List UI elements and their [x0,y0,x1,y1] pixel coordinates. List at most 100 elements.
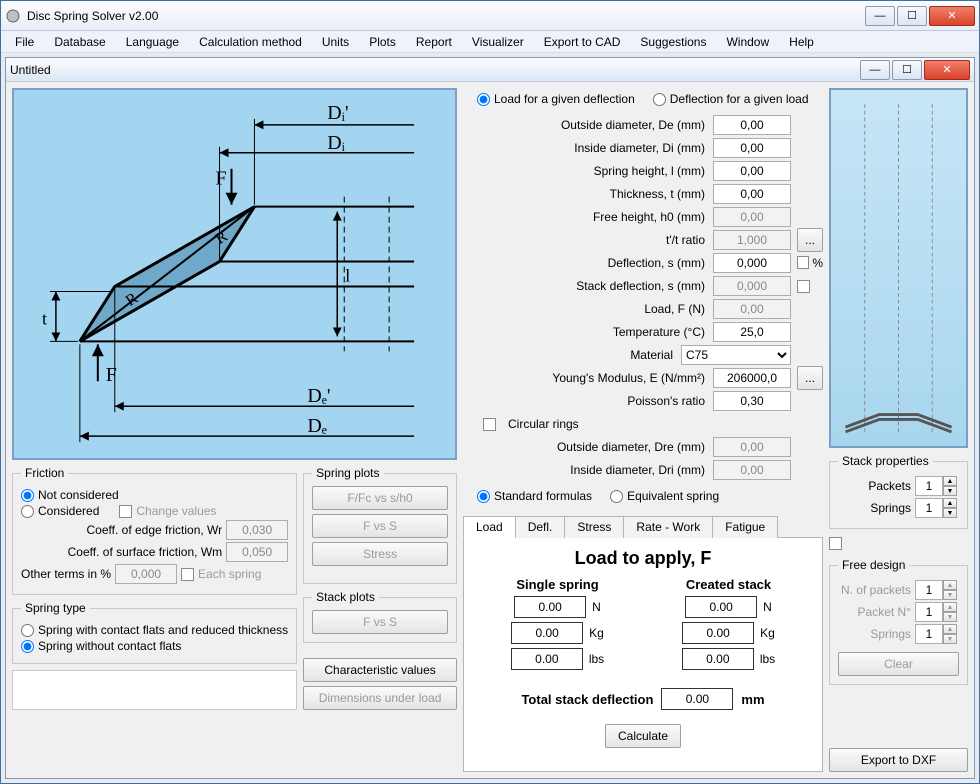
stack-n-input[interactable] [685,596,757,618]
standard-formulas-radio[interactable] [477,490,490,503]
tab-load[interactable]: Load [463,516,516,538]
each-spring-checkbox[interactable] [181,568,194,581]
document-titlebar: Untitled — ☐ ✕ [6,58,974,82]
menu-language[interactable]: Language [116,33,189,51]
material-label: Material [463,348,675,362]
menu-help[interactable]: Help [779,33,824,51]
stack-properties-group: Stack properties Packets ▲▼ Springs ▲▼ [829,454,968,529]
ss-input[interactable] [713,276,791,296]
fd-springs-down[interactable]: ▼ [943,634,957,644]
other-terms-input[interactable] [115,564,177,584]
temp-input[interactable] [713,322,791,342]
springs-input[interactable] [915,498,943,518]
export-dxf-button[interactable]: Export to DXF [829,748,968,772]
menu-window[interactable]: Window [716,33,779,51]
clear-button[interactable]: Clear [838,652,959,676]
tratio-browse-button[interactable]: ... [797,228,823,252]
doc-minimize-button[interactable]: — [860,60,890,80]
tab-defl[interactable]: Defl. [515,516,566,538]
wr-input[interactable] [226,520,288,540]
tab-rate-work[interactable]: Rate - Work [623,516,713,538]
doc-maximize-button[interactable]: ☐ [892,60,922,80]
plot-ffc-button[interactable]: F/Fc vs s/h0 [312,486,448,510]
stack-plot-fvs-button[interactable]: F vs S [312,610,448,634]
fd-npackets-input[interactable] [915,580,943,600]
e-browse-button[interactable]: ... [797,366,823,390]
circular-rings-checkbox[interactable] [483,418,496,431]
ss-checkbox[interactable] [797,280,810,293]
close-button[interactable]: ✕ [929,6,975,26]
menu-calculation-method[interactable]: Calculation method [189,33,312,51]
unit-kg: Kg [589,626,604,640]
menu-file[interactable]: File [5,33,44,51]
fd-npackets-down[interactable]: ▼ [943,590,957,600]
tratio-input[interactable] [713,230,791,250]
doc-close-button[interactable]: ✕ [924,60,970,80]
tab-stress[interactable]: Stress [564,516,624,538]
change-values-checkbox[interactable] [119,505,132,518]
menu-suggestions[interactable]: Suggestions [630,33,716,51]
packets-up[interactable]: ▲ [943,476,957,486]
de-input[interactable] [713,115,791,135]
mode-deflection-radio[interactable] [653,93,666,106]
spring-type-legend: Spring type [21,601,90,615]
f-input[interactable] [713,299,791,319]
t-input[interactable] [713,184,791,204]
springs-down[interactable]: ▼ [943,508,957,518]
packets-input[interactable] [915,476,943,496]
tab-fatigue[interactable]: Fatigue [712,516,778,538]
l-input[interactable] [713,161,791,181]
stack-kg-input[interactable] [682,622,754,644]
nu-input[interactable] [713,391,791,411]
each-spring-label: Each spring [198,567,261,581]
calculate-button[interactable]: Calculate [605,724,681,748]
created-stack-header: Created stack [682,577,775,592]
fd-packetno-down[interactable]: ▼ [943,612,957,622]
document-title: Untitled [10,63,858,77]
dri-input[interactable] [713,460,791,480]
minimize-button[interactable]: — [865,6,895,26]
packets-down[interactable]: ▼ [943,486,957,496]
dimensions-under-load-button[interactable]: Dimensions under load [303,686,457,710]
friction-considered-radio[interactable] [21,505,34,518]
single-n-input[interactable] [514,596,586,618]
fd-packetno-up[interactable]: ▲ [943,602,957,612]
material-select[interactable]: C75 [681,345,791,365]
plot-stress-button[interactable]: Stress [312,542,448,566]
single-lbs-input[interactable] [511,648,583,670]
h0-input[interactable] [713,207,791,227]
equivalent-spring-radio[interactable] [610,490,623,503]
maximize-button[interactable]: ☐ [897,6,927,26]
document-window: Untitled — ☐ ✕ [5,57,975,779]
menu-visualizer[interactable]: Visualizer [462,33,534,51]
spring-type-noflats-radio[interactable] [21,640,34,653]
friction-not-considered-radio[interactable] [21,489,34,502]
dre-input[interactable] [713,437,791,457]
spring-type-flats-radio[interactable] [21,624,34,637]
e-label: Young's Modulus, E (N/mm²) [463,371,707,385]
svg-text:l: l [345,265,350,285]
fd-springs-input[interactable] [915,624,943,644]
springs-up[interactable]: ▲ [943,498,957,508]
menu-units[interactable]: Units [312,33,359,51]
fd-npackets-up[interactable]: ▲ [943,580,957,590]
menu-database[interactable]: Database [44,33,115,51]
total-deflection-input[interactable] [661,688,733,710]
menu-plots[interactable]: Plots [359,33,406,51]
s-percent-checkbox[interactable] [797,256,809,269]
wm-input[interactable] [226,542,288,562]
menu-export-cad[interactable]: Export to CAD [534,33,631,51]
stack-lbs-input[interactable] [682,648,754,670]
characteristic-values-button[interactable]: Characteristic values [303,658,457,682]
f-label: Load, F (N) [463,302,707,316]
mode-load-radio[interactable] [477,93,490,106]
plot-fvs-button[interactable]: F vs S [312,514,448,538]
s-input[interactable] [713,253,791,273]
e-input[interactable] [713,368,791,388]
free-design-enable-checkbox[interactable] [829,537,842,550]
fd-springs-up[interactable]: ▲ [943,624,957,634]
single-kg-input[interactable] [511,622,583,644]
di-input[interactable] [713,138,791,158]
menu-report[interactable]: Report [406,33,462,51]
fd-packetno-input[interactable] [915,602,943,622]
